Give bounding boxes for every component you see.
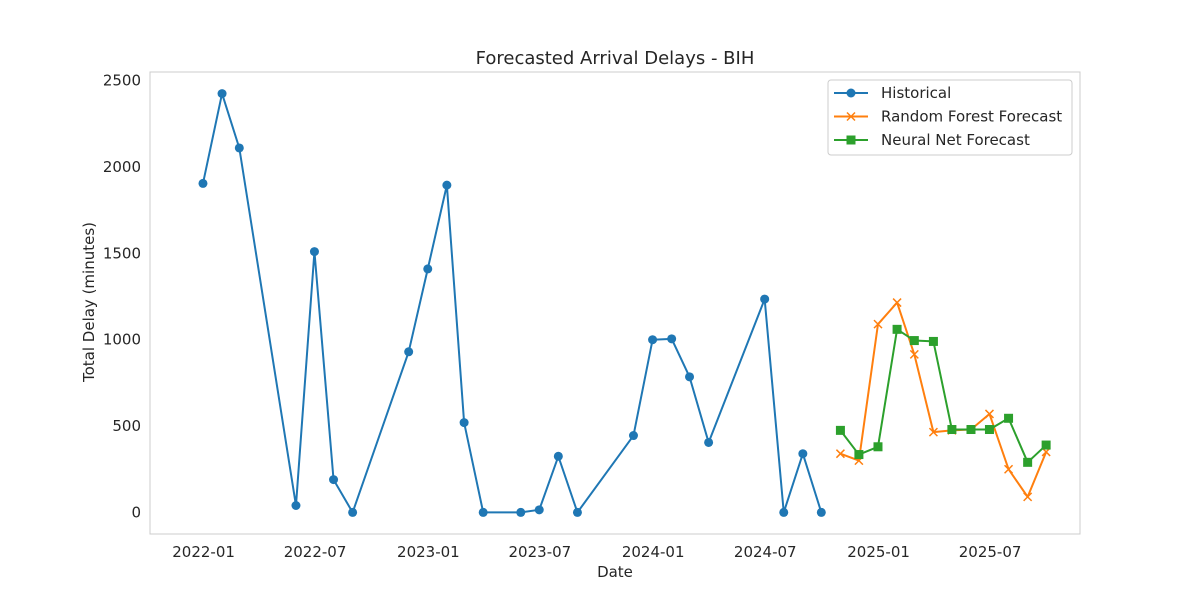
x-tick-label: 2022-07 (284, 543, 347, 561)
y-tick-label: 500 (112, 417, 141, 435)
y-axis-label: Total Delay (minutes) (80, 222, 98, 383)
data-point (667, 334, 677, 344)
data-point (835, 449, 845, 459)
x-tick-label: 2025-07 (959, 543, 1022, 561)
data-point (404, 347, 414, 357)
legend-label: Random Forest Forecast (881, 108, 1062, 126)
data-point (835, 425, 845, 435)
data-point (798, 449, 808, 459)
data-point (984, 409, 994, 419)
data-point (846, 111, 856, 122)
data-point (947, 425, 957, 435)
data-point (648, 335, 658, 345)
y-tick-label: 0 (131, 503, 141, 521)
x-tick-label: 2023-07 (509, 543, 572, 561)
data-point (628, 431, 638, 441)
data-point (198, 178, 208, 188)
series-neural-net-forecast (835, 324, 1051, 467)
data-point (760, 294, 770, 304)
data-point (846, 135, 856, 145)
y-tick-label: 2000 (103, 158, 141, 176)
x-tick-label: 2024-01 (622, 543, 685, 561)
data-point (423, 264, 433, 274)
data-point (928, 336, 938, 346)
data-point (553, 451, 563, 461)
data-point (685, 372, 695, 382)
legend: Historical Random Forest Forecast Neural N… (827, 79, 1073, 156)
data-point (234, 143, 244, 153)
data-point (909, 336, 919, 346)
legend-box (827, 79, 1073, 156)
legend-entry: Random Forest Forecast (834, 108, 1062, 126)
x-tick-label: 2024-07 (734, 543, 797, 561)
data-point (966, 425, 976, 435)
x-tick-label: 2023-01 (397, 543, 460, 561)
series-line (840, 301, 1048, 498)
chart-title: Forecasted Arrival Delays - BIH (476, 48, 755, 69)
legend-entry: Historical (834, 84, 951, 102)
data-point (442, 180, 452, 190)
data-point (459, 418, 469, 428)
y-tick-label: 1500 (103, 244, 141, 262)
data-point (984, 425, 994, 435)
data-point (928, 427, 938, 437)
data-point (1004, 413, 1014, 423)
data-point (846, 88, 856, 98)
data-point (704, 437, 714, 447)
data-point (217, 89, 227, 99)
data-point (534, 505, 544, 515)
data-point (309, 247, 319, 257)
series-historical (198, 89, 826, 517)
x-tick-label: 2022-01 (172, 543, 235, 561)
data-point (516, 507, 526, 517)
data-point (854, 450, 864, 460)
data-point (478, 507, 488, 517)
data-point (329, 475, 339, 485)
data-point (572, 507, 582, 517)
y-tick-label: 1000 (103, 331, 141, 349)
data-point (892, 324, 902, 334)
data-point (1023, 457, 1033, 467)
legend-label: Neural Net Forecast (881, 131, 1030, 149)
data-point (348, 507, 358, 517)
data-point (1041, 440, 1051, 450)
y-tick-label: 2500 (103, 72, 141, 90)
x-axis-label: Date (597, 563, 633, 581)
data-point (816, 507, 826, 517)
legend-entry: Neural Net Forecast (834, 131, 1030, 149)
x-tick-label: 2025-01 (847, 543, 910, 561)
data-point (291, 501, 301, 511)
data-point (873, 319, 883, 329)
data-point (892, 298, 902, 308)
legend-label: Historical (881, 84, 951, 102)
data-point (779, 507, 789, 517)
data-point (1004, 464, 1014, 474)
data-point (1023, 492, 1033, 502)
data-point (873, 442, 883, 452)
data-point (909, 349, 919, 359)
